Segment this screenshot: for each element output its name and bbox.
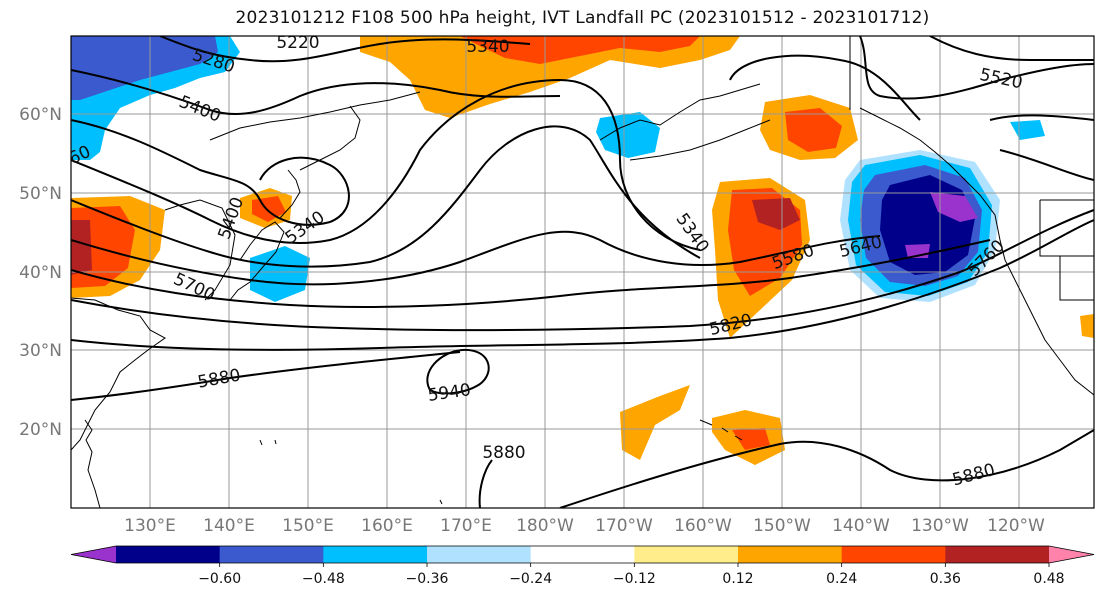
colorbar-tick-label: 0.36 [930,571,961,587]
map-title: 2023101212 F108 500 hPa height, IVT Land… [235,8,930,28]
colorbar-tick-label: −0.60 [198,571,241,587]
longitude-labels: 130°E 140°E 150°E 160°E 170°E 180°W 170°… [124,516,1045,536]
lon-label-130e: 130°E [124,516,176,536]
contour-label-5220: 5220 [276,33,319,53]
lat-label-30n: 30°N [19,341,62,361]
colorbar-tick-label: −0.36 [406,571,449,587]
colorbar-tick-label: 0.12 [722,571,753,587]
colorbar: −0.60 −0.48 −0.36 −0.24 −0.12 0.12 0.24 0.36 0.4… [70,545,1095,587]
colorbar-segment [738,546,843,563]
colorbar-extend-high [1049,546,1094,563]
contour-label-5880-south: 5880 [482,443,525,463]
colorbar-tick-label: 0.24 [826,571,857,587]
lon-label-170e: 170°E [440,516,492,536]
colorbar-tick-label: −0.48 [302,571,345,587]
colorbar-segment [841,546,946,563]
colorbar-segment [116,546,221,563]
height-contours [71,36,1094,508]
colorbar-segment [945,546,1050,563]
contour-label-partial: 60 [66,142,94,169]
lon-label-160e: 160°E [361,516,413,536]
lon-label-140w: 140°W [832,516,890,536]
colorbar-segment [634,546,739,563]
lon-label-150e: 150°E [282,516,334,536]
map-border [70,35,1095,509]
colorbar-extend-low [71,546,116,563]
lat-label-20n: 20°N [19,420,62,440]
coastlines [71,36,1094,508]
lon-label-130w: 130°W [911,516,969,536]
colorbar-segment [427,546,532,563]
lon-label-120w: 120°W [987,516,1045,536]
lat-label-40n: 40°N [19,263,62,283]
lon-label-150w: 150°W [753,516,811,536]
colorbar-tick-label: −0.24 [509,571,552,587]
lon-label-140e: 140°E [203,516,255,536]
lat-label-60n: 60°N [19,105,62,125]
lat-label-50n: 50°N [19,184,62,204]
contour-label-5340: 5340 [466,37,509,57]
colorbar-segment [219,546,324,563]
colorbar-tick-label: −0.12 [613,571,656,587]
colorbar-outline [70,545,1095,564]
colorbar-tick-label: 0.48 [1033,571,1064,587]
colorbar-segment [323,546,428,563]
lon-label-160w: 160°W [674,516,732,536]
colorbar-segment [530,546,635,563]
latitude-labels: 60°N 50°N 40°N 30°N 20°N [19,105,62,440]
lon-label-180w: 180°W [516,516,574,536]
lon-label-170w: 170°W [595,516,653,536]
